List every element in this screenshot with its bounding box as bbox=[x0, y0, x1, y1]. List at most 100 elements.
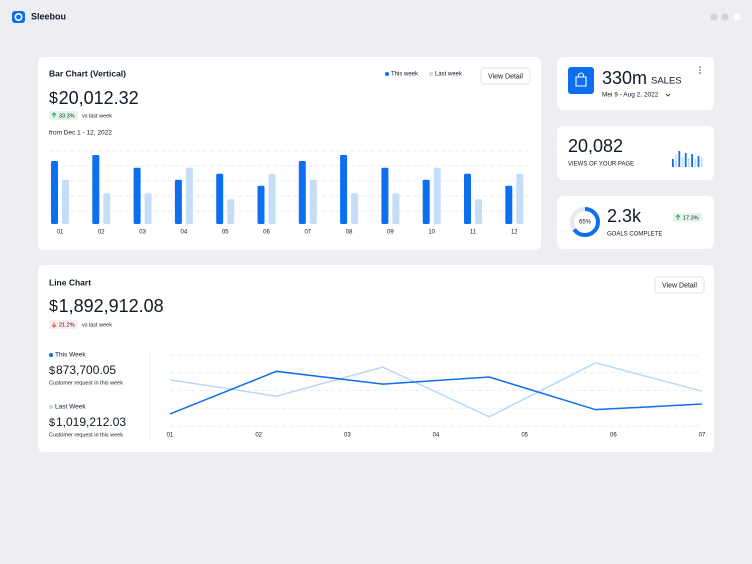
bar bbox=[103, 193, 111, 224]
series-note: Customer request in this week bbox=[49, 432, 123, 438]
x-tick-label: 07 bbox=[304, 230, 311, 236]
series-line bbox=[169, 370, 703, 415]
bar bbox=[133, 167, 141, 224]
bar-card bbox=[38, 57, 541, 250]
series-line bbox=[169, 362, 703, 418]
bar bbox=[516, 173, 524, 224]
bar bbox=[144, 193, 152, 224]
series-total: 1,019,212.03 bbox=[56, 415, 126, 429]
stat-value: 330m bbox=[602, 68, 647, 88]
currency: $ bbox=[49, 298, 58, 315]
x-tick-label: 06 bbox=[610, 433, 617, 439]
bar bbox=[433, 167, 441, 224]
bar bbox=[257, 185, 265, 224]
bar bbox=[92, 155, 100, 224]
spark-bar bbox=[688, 158, 690, 167]
brand: Sleebou bbox=[31, 11, 66, 21]
spark-bar bbox=[675, 155, 677, 167]
legend-label: This week bbox=[391, 72, 419, 78]
date-range: Mei 9 - Aug 2, 2022 bbox=[602, 92, 659, 99]
change-arrow bbox=[51, 112, 57, 118]
bar bbox=[185, 167, 193, 224]
window-dot bbox=[733, 13, 741, 21]
bar bbox=[381, 167, 389, 224]
bar bbox=[216, 173, 224, 224]
x-tick-label: 10 bbox=[428, 230, 435, 236]
x-tick-label: 08 bbox=[346, 230, 353, 236]
bar bbox=[464, 173, 471, 224]
legend-label: Last week bbox=[435, 72, 463, 78]
sales-icon bbox=[568, 67, 594, 94]
bar bbox=[392, 193, 400, 224]
bar bbox=[62, 179, 69, 224]
bar bbox=[51, 161, 58, 224]
x-tick-label: 01 bbox=[167, 433, 174, 439]
x-tick-label: 12 bbox=[511, 230, 518, 236]
change-note: vs last week bbox=[82, 113, 112, 119]
bar bbox=[268, 173, 276, 224]
x-tick-label: 06 bbox=[263, 230, 270, 236]
menu-dot[interactable] bbox=[699, 69, 701, 71]
bar bbox=[351, 193, 359, 224]
bar bbox=[309, 179, 317, 224]
legend-dot bbox=[385, 72, 389, 76]
bag-icon bbox=[575, 72, 587, 87]
sales-card bbox=[557, 57, 714, 110]
legend-label: Last Week bbox=[55, 404, 86, 411]
currency: $ bbox=[49, 417, 55, 429]
logo bbox=[12, 11, 25, 23]
chevron bbox=[665, 93, 671, 97]
spark-bar bbox=[672, 159, 674, 167]
spark-bar bbox=[691, 154, 693, 167]
legend-dot bbox=[49, 405, 53, 409]
x-tick-label: 03 bbox=[139, 230, 146, 236]
goals-card bbox=[557, 196, 714, 249]
spark-bar bbox=[694, 159, 697, 167]
bar bbox=[475, 199, 482, 224]
view-detail-button[interactable] bbox=[480, 67, 531, 85]
x-tick-label: 05 bbox=[222, 230, 229, 236]
logo-mark bbox=[14, 13, 23, 22]
x-tick-label: 02 bbox=[98, 230, 105, 236]
change-badge bbox=[673, 213, 702, 222]
spark-bar bbox=[684, 153, 687, 167]
change-badge bbox=[49, 320, 78, 329]
spark-bar bbox=[678, 151, 681, 167]
bar bbox=[340, 155, 348, 224]
bar bbox=[227, 199, 235, 224]
menu-dot[interactable] bbox=[699, 66, 701, 68]
progress-label: 65% bbox=[579, 220, 592, 226]
x-tick-label: 07 bbox=[699, 433, 706, 439]
x-tick-label: 09 bbox=[387, 230, 394, 236]
change-value: 17.3% bbox=[683, 215, 699, 221]
card-title: Line Chart bbox=[49, 277, 91, 287]
total: 20,012.32 bbox=[59, 88, 139, 108]
view-detail-button[interactable] bbox=[654, 276, 705, 294]
stat-value: 2.3k bbox=[607, 206, 642, 226]
legend-dot bbox=[429, 72, 433, 76]
x-tick-label: 04 bbox=[181, 230, 188, 236]
bar bbox=[422, 179, 430, 224]
progress-arc bbox=[570, 207, 600, 237]
bar bbox=[505, 185, 513, 224]
x-tick-label: 02 bbox=[255, 433, 262, 439]
legend-label: This Week bbox=[55, 352, 86, 359]
spark-bar bbox=[697, 156, 700, 167]
change-value: 21.2% bbox=[59, 322, 75, 328]
change-arrow bbox=[51, 322, 57, 328]
spark-bar bbox=[700, 157, 703, 167]
change-note: vs last week bbox=[82, 322, 112, 328]
series-note: Customer request in this week bbox=[49, 380, 123, 386]
change-value: 33.3% bbox=[59, 113, 75, 119]
window-dot bbox=[710, 13, 718, 21]
period: from Dec 1 - 12, 2022 bbox=[49, 130, 112, 137]
stat-unit: SALES bbox=[651, 76, 682, 87]
series-total: 873,700.05 bbox=[56, 363, 116, 377]
stat-label: GOALS COMPLETE bbox=[607, 232, 662, 238]
legend-dot bbox=[49, 353, 53, 357]
menu-dot[interactable] bbox=[699, 72, 701, 74]
currency: $ bbox=[49, 365, 55, 377]
x-tick-label: 04 bbox=[433, 433, 440, 439]
change-arrow bbox=[675, 214, 681, 220]
